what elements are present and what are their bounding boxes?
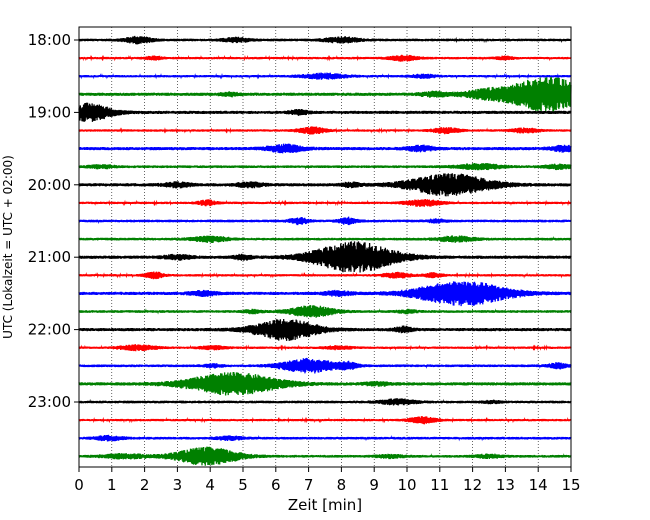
trace-1845 (78, 77, 572, 112)
trace-1945 (78, 162, 572, 171)
trace-1830 (78, 72, 572, 80)
trace-2315 (78, 415, 572, 425)
x-tick-label: 9 (369, 476, 379, 494)
trace-1930 (78, 143, 572, 154)
trace-1915 (78, 126, 572, 135)
x-tick-label: 7 (304, 476, 314, 494)
trace-2015 (78, 199, 572, 207)
x-axis-title: Zeit [min] (288, 496, 362, 514)
trace-1900 (78, 102, 572, 122)
trace-2045 (78, 235, 572, 243)
trace-2245 (78, 372, 572, 396)
trace-2115 (78, 271, 572, 280)
x-tick-label: 3 (173, 476, 183, 494)
x-tick-label: 13 (496, 476, 515, 494)
y-tick-label: 22:00 (28, 321, 71, 339)
x-tick-label: 11 (430, 476, 449, 494)
x-tick-label: 15 (561, 476, 580, 494)
trace-2145 (78, 305, 572, 318)
trace-2330 (78, 434, 572, 442)
x-tick-label: 12 (463, 476, 482, 494)
y-axis-ticks: 18:00 19:00 20:00 21:00 22:00 23:00 (28, 31, 79, 411)
x-axis-ticks: 0 1 2 3 4 5 6 7 8 9 10 11 12 13 14 15 (74, 467, 581, 494)
x-tick-label: 2 (140, 476, 150, 494)
x-tick-label: 4 (205, 476, 215, 494)
x-tick-label: 5 (238, 476, 248, 494)
x-tick-label: 10 (397, 476, 416, 494)
y-axis-title: UTC (Lokalzeit = UTC + 02:00) (1, 155, 15, 339)
trace-2345 (78, 446, 572, 466)
trace-2230 (78, 357, 572, 374)
y-tick-label: 23:00 (28, 393, 71, 411)
x-tick-label: 14 (529, 476, 548, 494)
x-tick-label: 1 (107, 476, 117, 494)
trace-2000 (78, 173, 572, 197)
y-tick-label: 21:00 (28, 248, 71, 266)
trace-1800 (78, 35, 572, 45)
x-tick-label: 6 (271, 476, 281, 494)
trace-2100 (78, 241, 572, 273)
y-tick-label: 20:00 (28, 176, 71, 194)
seismogram-traces (78, 35, 572, 466)
trace-2215 (78, 344, 572, 352)
trace-2200 (78, 318, 572, 341)
trace-2130 (78, 281, 572, 307)
y-tick-label: 18:00 (28, 31, 71, 49)
plot-frame (78, 26, 572, 468)
trace-2300 (78, 398, 572, 406)
x-tick-label: 8 (337, 476, 347, 494)
y-tick-label: 19:00 (28, 103, 71, 121)
x-tick-label: 0 (74, 476, 84, 494)
trace-2030 (78, 216, 572, 226)
trace-1815 (78, 54, 572, 62)
